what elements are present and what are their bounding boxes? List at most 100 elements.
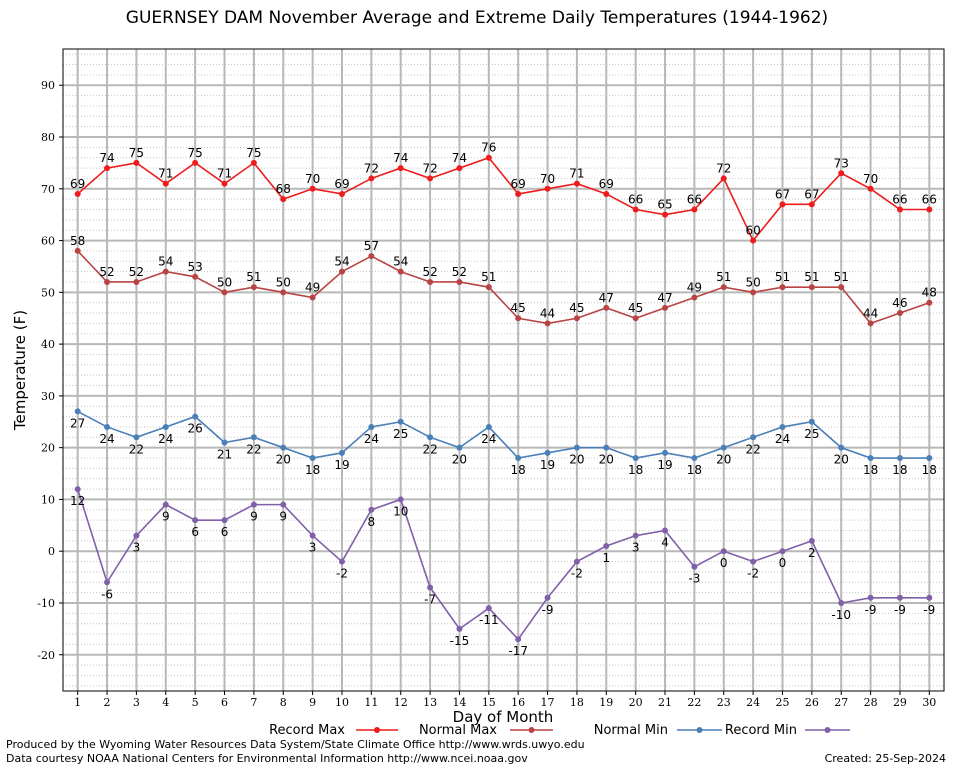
normal-max-data-label: 51 (775, 270, 790, 284)
normal-max-data-label: 46 (892, 296, 907, 310)
record-max-point (368, 175, 375, 182)
x-tick-label: 26 (805, 696, 819, 709)
record-max-point (104, 165, 111, 172)
normal-min-point (221, 439, 228, 446)
record-max-data-label: 60 (745, 224, 760, 238)
normal-min-data-label: 24 (158, 432, 173, 446)
normal-max-point (192, 273, 199, 280)
normal-max-data-label: 51 (804, 270, 819, 284)
normal-max-data-label: 52 (129, 265, 144, 279)
y-tick-label: 40 (41, 338, 55, 351)
record-min-data-label: -15 (450, 634, 470, 648)
y-tick-label: 20 (41, 442, 55, 455)
normal-min-data-label: 24 (364, 432, 379, 446)
record-min-point (397, 496, 404, 503)
record-max-point (867, 185, 874, 192)
legend-label-record-max: Record Max (269, 723, 345, 738)
normal-min-point (720, 444, 727, 451)
normal-max-point (632, 315, 639, 322)
normal-min-point (397, 418, 404, 425)
y-tick-label: 10 (41, 493, 55, 506)
record-min-data-label: -17 (508, 644, 528, 658)
record-min-data-label: -9 (923, 603, 935, 617)
record-min-line (76, 488, 930, 641)
normal-max-point (74, 247, 81, 254)
normal-max-data-label: 54 (158, 255, 173, 269)
normal-min-data-label: 25 (393, 427, 408, 441)
normal-max-point (573, 315, 580, 322)
record-min-data-label: -2 (747, 567, 759, 581)
record-max-data-label: 69 (70, 177, 85, 191)
record-min-point (250, 501, 257, 508)
normal-max-data-label: 53 (188, 260, 203, 274)
record-max-point (779, 201, 786, 208)
record-min-point (603, 543, 610, 550)
normal-min-point (867, 455, 874, 462)
legend-marker-normal-max (528, 727, 535, 733)
normal-max-point (456, 278, 463, 285)
normal-min-data-label: 20 (834, 453, 849, 467)
credit-line-2: Data courtesy NOAA National Centers for … (6, 752, 528, 765)
normal-min-point (309, 455, 316, 462)
record-max-point (192, 159, 199, 166)
normal-max-data-label: 58 (70, 234, 85, 248)
normal-max-data-label: 45 (628, 301, 643, 315)
record-max-point (838, 170, 845, 177)
normal-max-point (280, 289, 287, 296)
record-max-data-label: 67 (804, 187, 819, 201)
record-min-point (221, 517, 228, 524)
y-tick-label: 60 (41, 235, 55, 248)
x-tick-label: 2 (104, 696, 111, 709)
record-max-data-label: 69 (511, 177, 526, 191)
normal-min-point (485, 423, 492, 430)
record-min-data-label: 3 (309, 541, 317, 555)
record-max-data-label: 65 (657, 198, 672, 212)
normal-min-point (250, 434, 257, 441)
record-min-point (720, 548, 727, 555)
y-tick-label: -10 (37, 597, 55, 610)
normal-min-data-label: 25 (804, 427, 819, 441)
normal-max-data-label: 51 (481, 270, 496, 284)
record-min-data-label: -9 (894, 603, 906, 617)
record-min-point (896, 594, 903, 601)
normal-max-data-label: 54 (334, 255, 349, 269)
normal-min-point (896, 455, 903, 462)
record-min-point (662, 527, 669, 534)
record-max-point (515, 190, 522, 197)
record-min-point (338, 558, 345, 565)
normal-max-point (662, 304, 669, 311)
record-min-point (573, 558, 580, 565)
x-tick-label: 20 (629, 696, 643, 709)
normal-min-point (662, 449, 669, 456)
record-max-point (544, 185, 551, 192)
normal-min-point (456, 444, 463, 451)
record-min-point (456, 625, 463, 632)
x-tick-label: 11 (364, 696, 378, 709)
record-min-point (427, 584, 434, 591)
record-max-data-label: 75 (188, 146, 203, 160)
record-max-point (338, 190, 345, 197)
normal-min-data-label: 18 (305, 463, 320, 477)
normal-min-data-label: 19 (657, 458, 672, 472)
record-min-data-label: 6 (221, 525, 229, 539)
y-tick-label: 90 (41, 79, 55, 92)
normal-min-data-label: 20 (716, 453, 731, 467)
normal-min-data-label: 20 (276, 453, 291, 467)
legend-marker-normal-min (696, 727, 703, 733)
record-min-point (133, 532, 140, 539)
record-min-data-label: -6 (101, 587, 113, 601)
normal-max-data-label: 45 (569, 301, 584, 315)
record-max-point (280, 196, 287, 203)
record-max-data-label: 73 (834, 156, 849, 170)
x-tick-label: 27 (834, 696, 848, 709)
record-min-data-label: 9 (162, 510, 170, 524)
x-tick-label: 16 (511, 696, 525, 709)
normal-max-point (133, 278, 140, 285)
x-tick-label: 24 (746, 696, 760, 709)
record-max-point (221, 180, 228, 187)
normal-max-data-label: 51 (834, 270, 849, 284)
record-max-data-label: 75 (246, 146, 261, 160)
record-min-point (74, 486, 81, 493)
normal-max-data-label: 47 (657, 291, 672, 305)
normal-min-point (338, 449, 345, 456)
